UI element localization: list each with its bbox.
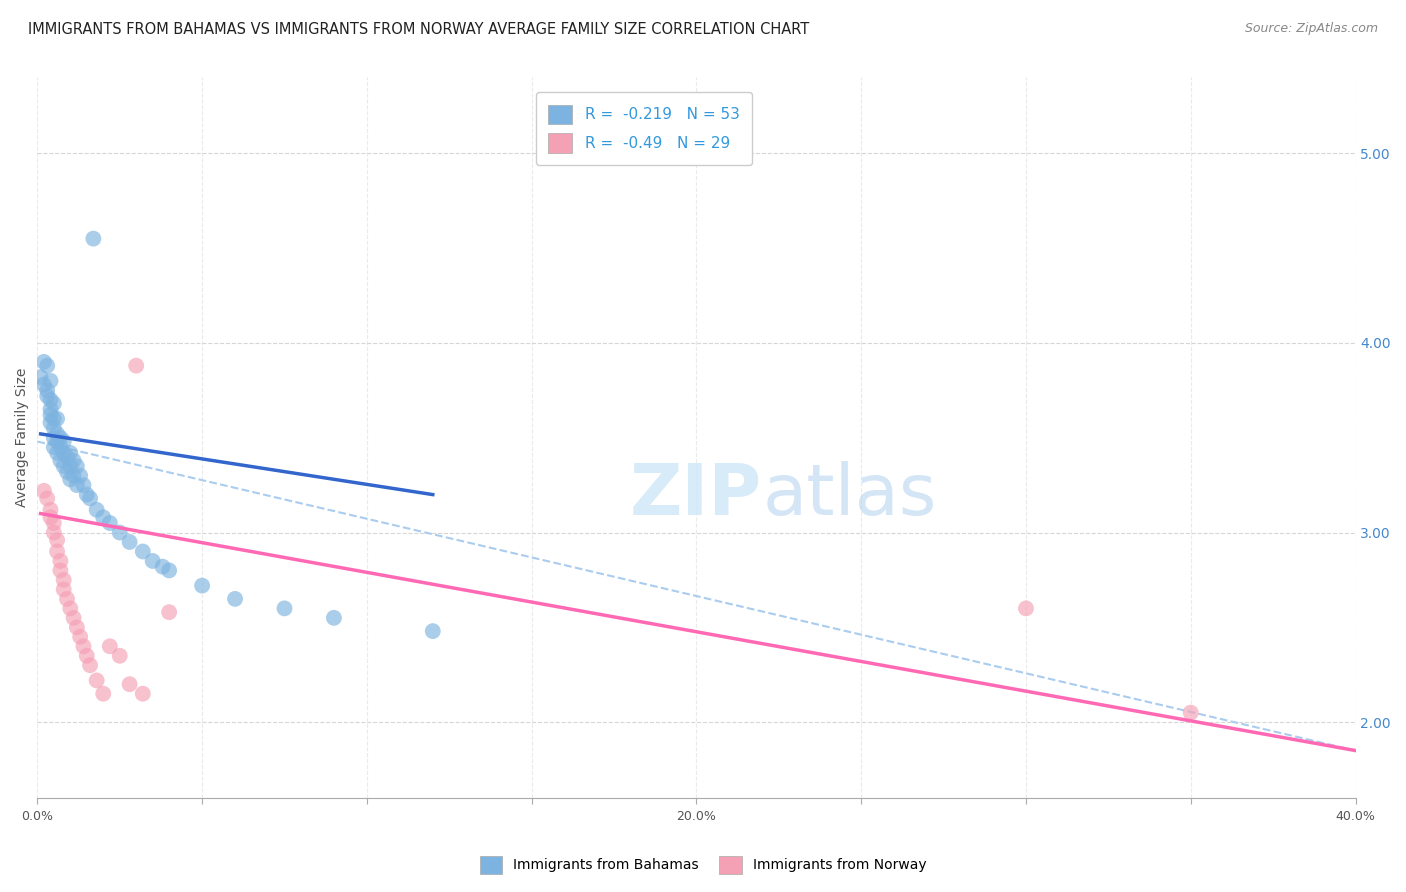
Point	[42, 525, 65, 540]
Point	[142, 554, 165, 568]
Point	[32, 355, 55, 369]
Point	[157, 564, 180, 578]
Point	[66, 478, 89, 492]
Point	[79, 491, 101, 506]
Point	[52, 459, 75, 474]
Point	[39, 408, 62, 422]
Point	[37, 389, 59, 403]
Point	[132, 687, 155, 701]
Point	[32, 377, 55, 392]
Point	[42, 516, 65, 530]
Legend: Immigrants from Bahamas, Immigrants from Norway: Immigrants from Bahamas, Immigrants from…	[472, 849, 934, 880]
Point	[49, 431, 72, 445]
Point	[72, 640, 94, 654]
Point	[108, 648, 131, 663]
Point	[37, 491, 59, 506]
Point	[37, 384, 59, 398]
Point	[422, 624, 444, 639]
Point	[46, 544, 69, 558]
Point	[157, 605, 180, 619]
Point	[46, 533, 69, 547]
Point	[224, 591, 246, 606]
Point	[46, 446, 69, 460]
Text: ZIP: ZIP	[630, 461, 762, 530]
Point	[91, 687, 114, 701]
Point	[56, 450, 79, 464]
Point	[98, 640, 121, 654]
Point	[49, 564, 72, 578]
Point	[86, 673, 108, 688]
Point	[39, 510, 62, 524]
Point	[86, 502, 108, 516]
Point	[37, 359, 59, 373]
Point	[42, 396, 65, 410]
Point	[1180, 706, 1202, 720]
Point	[132, 544, 155, 558]
Point	[49, 554, 72, 568]
Point	[42, 431, 65, 445]
Point	[98, 516, 121, 530]
Point	[32, 483, 55, 498]
Point	[52, 434, 75, 449]
Point	[39, 392, 62, 407]
Point	[42, 411, 65, 425]
Point	[39, 374, 62, 388]
Point	[52, 582, 75, 597]
Point	[62, 611, 84, 625]
Point	[46, 411, 69, 425]
Point	[66, 459, 89, 474]
Point	[59, 472, 82, 486]
Point	[46, 426, 69, 441]
Point	[46, 434, 69, 449]
Point	[52, 573, 75, 587]
Point	[56, 465, 79, 479]
Point	[72, 478, 94, 492]
Point	[49, 440, 72, 454]
Point	[62, 468, 84, 483]
Point	[76, 648, 98, 663]
Legend: R =  -0.219   N = 53, R =  -0.49   N = 29: R = -0.219 N = 53, R = -0.49 N = 29	[536, 92, 752, 165]
Point	[49, 453, 72, 467]
Point	[59, 446, 82, 460]
Point	[30, 370, 52, 384]
Point	[39, 502, 62, 516]
Point	[76, 487, 98, 501]
Point	[125, 359, 148, 373]
Point	[39, 402, 62, 417]
Point	[59, 459, 82, 474]
Point	[59, 601, 82, 615]
Point	[42, 440, 65, 454]
Point	[1015, 601, 1038, 615]
Text: Source: ZipAtlas.com: Source: ZipAtlas.com	[1244, 22, 1378, 36]
Point	[152, 559, 174, 574]
Point	[69, 468, 91, 483]
Point	[91, 510, 114, 524]
Point	[79, 658, 101, 673]
Point	[118, 535, 141, 549]
Point	[69, 630, 91, 644]
Point	[62, 453, 84, 467]
Text: IMMIGRANTS FROM BAHAMAS VS IMMIGRANTS FROM NORWAY AVERAGE FAMILY SIZE CORRELATIO: IMMIGRANTS FROM BAHAMAS VS IMMIGRANTS FR…	[28, 22, 810, 37]
Point	[191, 579, 214, 593]
Point	[118, 677, 141, 691]
Point	[39, 416, 62, 430]
Point	[56, 591, 79, 606]
Point	[273, 601, 295, 615]
Point	[42, 421, 65, 435]
Y-axis label: Average Family Size: Average Family Size	[15, 368, 30, 508]
Text: atlas: atlas	[762, 461, 936, 530]
Point	[66, 620, 89, 634]
Point	[322, 611, 344, 625]
Point	[82, 232, 104, 246]
Point	[52, 446, 75, 460]
Point	[108, 525, 131, 540]
